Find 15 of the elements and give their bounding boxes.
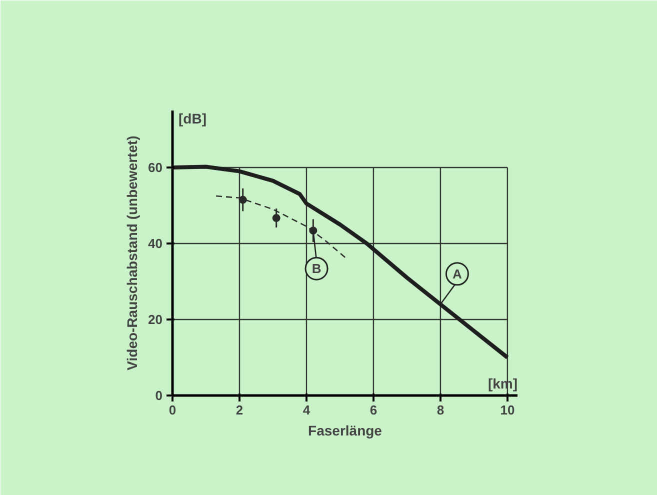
annotation: [dB] [178,110,206,126]
y-tick-label: 0 [155,388,163,403]
x-axis-title: Faserlänge [308,422,382,438]
x-tick-label: 6 [370,402,378,418]
y-tick-label: 40 [148,236,163,251]
x-tick-label: 4 [302,402,311,418]
x-tick-label: 10 [500,402,515,418]
series-label: A [452,266,463,282]
x-tick-label: 2 [236,402,244,418]
y-tick-label: 20 [148,312,163,327]
x-tick-label: 8 [436,402,444,418]
x-tick-label: 0 [168,402,176,418]
legend-label: B [312,261,322,276]
y-axis-title: Video-Rauschabstand (unbewertet) [124,136,140,370]
y-tick-label: 60 [148,160,163,175]
